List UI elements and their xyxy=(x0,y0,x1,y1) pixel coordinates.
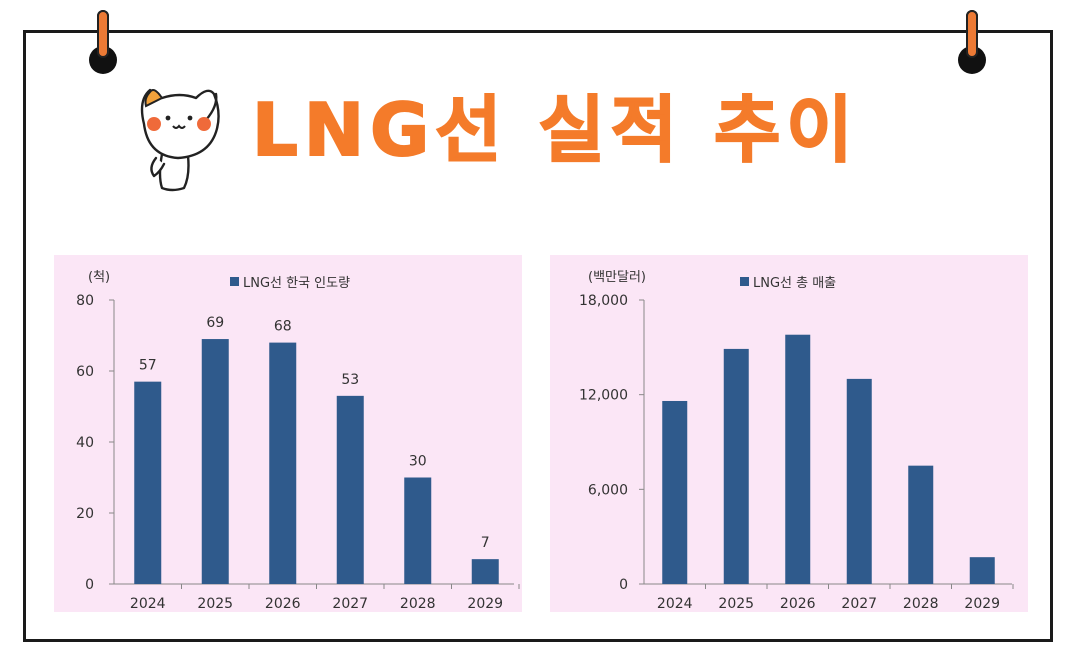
y-tick-label: 60 xyxy=(76,364,94,380)
y-tick-label: 80 xyxy=(76,293,94,309)
y-tick-label: 18,000 xyxy=(579,293,628,309)
pin-stick-left xyxy=(97,10,109,58)
x-tick-label: 2026 xyxy=(780,596,816,612)
x-tick-label: 2025 xyxy=(718,596,754,612)
chart-deliveries: (척) LNG선 한국 인도량 0 20 40 60 80 2024 57 2025 69 2026 6… xyxy=(76,270,520,612)
cat-mascot-icon xyxy=(140,88,220,192)
x-tick-label: 2029 xyxy=(467,596,503,612)
bar-2029 xyxy=(969,557,995,584)
bar-2024 xyxy=(134,381,162,584)
x-tick-label: 2029 xyxy=(964,596,1000,612)
y-tick-label: 6,000 xyxy=(588,482,628,498)
data-label-2027: 53 xyxy=(341,372,359,388)
x-tick-label: 2026 xyxy=(265,596,301,612)
bar-2026 xyxy=(269,342,297,584)
x-tick-label: 2025 xyxy=(197,596,233,612)
bar-2028 xyxy=(908,465,934,584)
x-tick-label: 2028 xyxy=(400,596,436,612)
bar-2026 xyxy=(785,334,811,584)
data-label-2028: 30 xyxy=(409,454,427,470)
x-tick-label: 2027 xyxy=(332,596,368,612)
x-tick-label: 2024 xyxy=(657,596,693,612)
bar-2025 xyxy=(723,348,749,584)
x-tick-label: 2024 xyxy=(130,596,166,612)
y-tick-label: 40 xyxy=(76,435,94,451)
legend-swatch xyxy=(230,277,239,286)
y-tick-label: 20 xyxy=(76,506,94,522)
bar-2027 xyxy=(336,395,364,584)
y-tick-label: 0 xyxy=(619,577,628,593)
chart-panel-right: (백만달러) LNG선 총 매출 0 6,000 12,000 18,000 2024 202… xyxy=(550,255,1028,612)
bar-2024 xyxy=(662,400,688,584)
chart-revenue: (백만달러) LNG선 총 매출 0 6,000 12,000 18,000 2024 202… xyxy=(579,270,1014,612)
y-tick-label: 12,000 xyxy=(579,388,628,404)
bar-2025 xyxy=(201,339,229,584)
bar-2029 xyxy=(471,559,499,584)
data-label-2024: 57 xyxy=(139,358,157,374)
data-label-2025: 69 xyxy=(206,315,224,331)
unit-label: (척) xyxy=(88,270,110,285)
x-tick-label: 2028 xyxy=(903,596,939,612)
bar-2027 xyxy=(846,378,872,584)
pin-stick-right xyxy=(966,10,978,58)
data-label-2029: 7 xyxy=(481,535,490,551)
legend-label: LNG선 총 매출 xyxy=(753,276,836,291)
x-tick-label: 2027 xyxy=(841,596,877,612)
y-tick-label: 0 xyxy=(85,577,94,593)
bar-2028 xyxy=(404,477,432,584)
page-title: LNG선 실적 추이 xyxy=(251,87,859,173)
unit-label: (백만달러) xyxy=(588,270,646,285)
legend-label: LNG선 한국 인도량 xyxy=(243,276,350,291)
data-label-2026: 68 xyxy=(274,319,292,335)
chart-panel-left: (척) LNG선 한국 인도량 0 20 40 60 80 2024 57 2025 69 2026 6… xyxy=(54,255,522,612)
legend-swatch xyxy=(740,277,749,286)
